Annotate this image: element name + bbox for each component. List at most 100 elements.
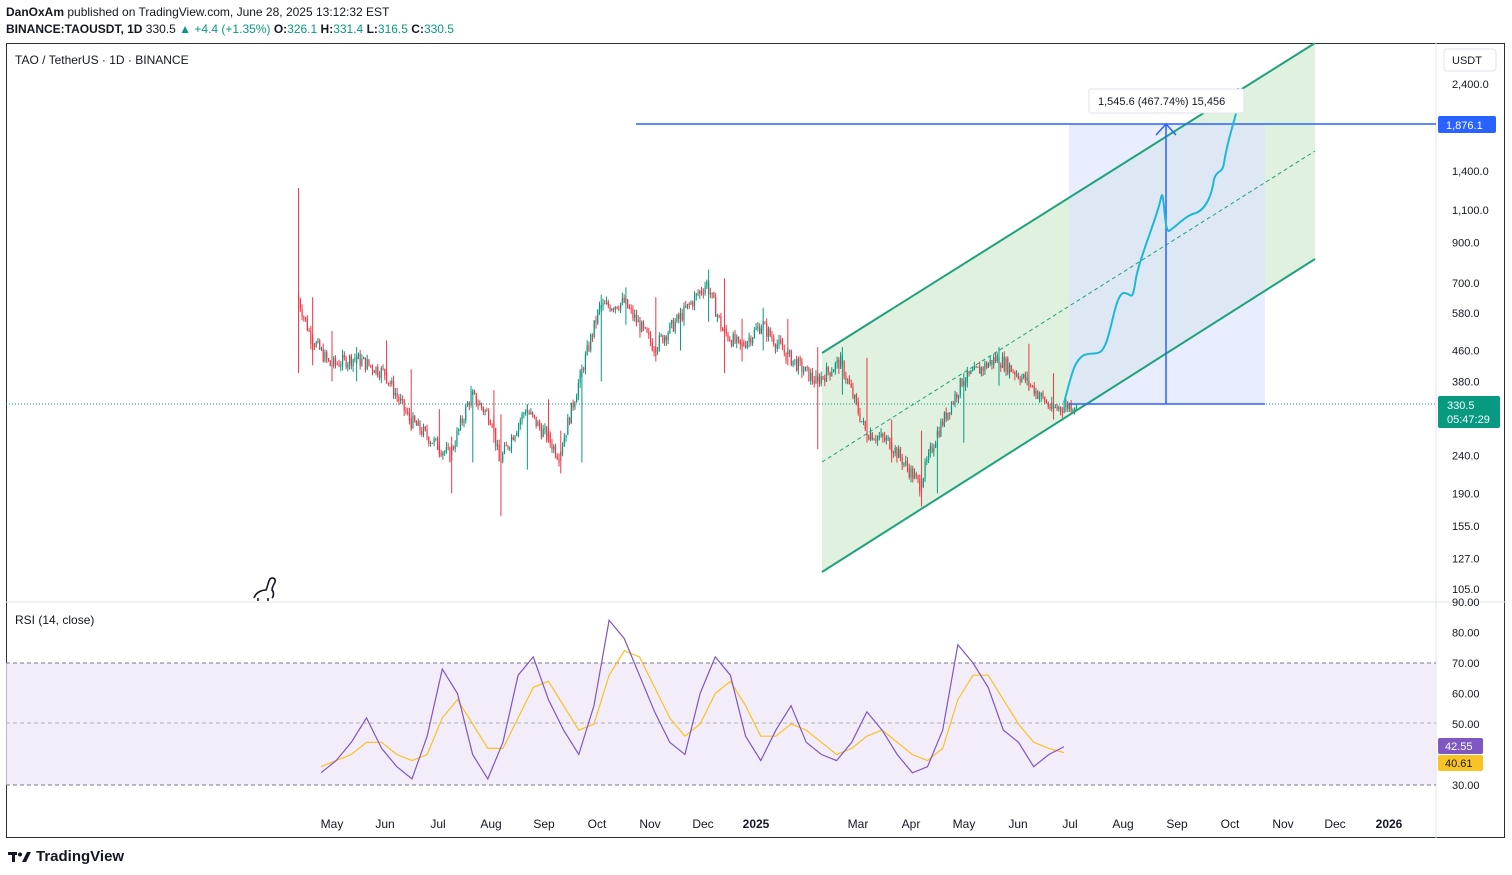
- candle-body: [1035, 391, 1037, 395]
- candle-body: [632, 308, 634, 318]
- price-chart[interactable]: TAO / TetherUS · 1D · BINANCE RSI (14, c…: [6, 43, 1505, 838]
- candle-body: [1015, 374, 1018, 376]
- projection-path[interactable]: [1063, 87, 1239, 404]
- candle-body: [869, 432, 872, 440]
- time-tick-label: Oct: [588, 817, 607, 831]
- candle-body: [458, 428, 460, 432]
- rsi-line[interactable]: [320, 618, 1065, 781]
- candle-body: [466, 403, 469, 407]
- up-triangle-icon: ▲: [179, 22, 192, 36]
- candle-body: [398, 396, 400, 401]
- candle-body: [1031, 385, 1034, 387]
- candle-body: [672, 320, 675, 332]
- candle-body: [444, 451, 446, 453]
- price-tick-label: 127.0: [1452, 553, 1480, 565]
- candle-body: [1000, 364, 1002, 368]
- candle-body: [996, 354, 998, 362]
- candle-body: [496, 444, 499, 446]
- candle-body: [781, 343, 784, 350]
- candle-body: [808, 367, 810, 381]
- candle-body: [417, 421, 419, 426]
- price-tick-label: 1,100.0: [1452, 205, 1489, 217]
- measure-label-box: [1088, 88, 1245, 114]
- candle-body: [539, 421, 541, 428]
- candle-body: [611, 308, 613, 311]
- channel-mid-line[interactable]: [821, 150, 1316, 463]
- candle-body: [943, 412, 946, 426]
- candle-body: [320, 348, 323, 350]
- candle-body: [732, 334, 734, 346]
- candle-body: [1040, 393, 1042, 397]
- time-tick-label: 2025: [743, 817, 770, 831]
- time-scale[interactable]: May Jun Jul Aug Sep Oct Nov Dec 2025 Mar Apr May Jun…: [321, 817, 1403, 831]
- candle-body: [475, 393, 477, 405]
- candle-body: [848, 379, 851, 384]
- candle-body: [986, 363, 988, 368]
- candle-body: [389, 382, 391, 384]
- candle-body: [906, 461, 909, 468]
- candle-body: [521, 413, 523, 421]
- channel-lower-line[interactable]: [821, 258, 1316, 573]
- rsi-ma-line[interactable]: [320, 650, 1065, 768]
- candle-body: [465, 406, 467, 421]
- candle-body: [811, 372, 814, 381]
- candle-body: [736, 336, 738, 343]
- candle-body: [593, 320, 595, 337]
- candle-body: [322, 348, 324, 362]
- rsi-tick-label: 30.00: [1452, 780, 1480, 792]
- candle-body: [315, 342, 317, 347]
- candle-body: [977, 366, 979, 368]
- candle-body: [854, 395, 856, 398]
- candle-body: [1061, 410, 1063, 413]
- high-value: 331.4: [333, 22, 364, 36]
- publish-info: published on TradingView.com, June 28, 2…: [64, 5, 390, 19]
- candle-body: [635, 314, 638, 323]
- publish-line: DanOxAm published on TradingView.com, Ju…: [6, 5, 389, 19]
- candle-body: [345, 357, 347, 368]
- candle-body: [915, 473, 917, 476]
- candle-body: [509, 447, 511, 449]
- candle-body: [868, 436, 870, 440]
- candle-body: [588, 345, 590, 351]
- candle-body: [605, 302, 608, 304]
- candle-body: [505, 445, 507, 447]
- candle-body: [959, 378, 961, 395]
- candle-body: [961, 378, 963, 387]
- rsi-scale[interactable]: 90.00 80.00 70.00 60.00 50.00 30.00: [1452, 597, 1480, 792]
- candle-body: [553, 446, 555, 450]
- publisher-name[interactable]: DanOxAm: [6, 5, 65, 19]
- candle-body: [656, 348, 659, 353]
- candle-body: [980, 367, 982, 374]
- time-tick-label: 2026: [1376, 817, 1403, 831]
- candle-body: [709, 293, 711, 295]
- price-scale[interactable]: 2,400.0 1,400.0 1,100.0 900.0 700.0 580.0 460.…: [1452, 79, 1489, 596]
- candle-body: [913, 473, 916, 479]
- candle-body: [905, 461, 907, 463]
- candle-body: [503, 445, 506, 454]
- currency-button[interactable]: [1443, 48, 1497, 72]
- time-tick-label: Dec: [1324, 817, 1345, 831]
- candle-body: [317, 340, 319, 343]
- candle-body: [1026, 376, 1028, 381]
- candle-body: [554, 446, 557, 457]
- candle-body: [683, 305, 685, 321]
- rsi-band: [6, 663, 1436, 785]
- candle-body: [470, 391, 472, 406]
- candle-body: [910, 468, 912, 478]
- price-tick-label: 105.0: [1452, 584, 1480, 596]
- candle-body: [590, 335, 592, 351]
- candle-body: [838, 359, 840, 369]
- candles-group[interactable]: [297, 187, 1077, 517]
- candle-body: [449, 447, 451, 462]
- candle-body: [537, 421, 539, 427]
- candle-body: [648, 332, 650, 335]
- candle-body: [713, 292, 715, 298]
- tradingview-logo[interactable]: TradingView: [8, 848, 124, 865]
- candle-body: [743, 342, 745, 346]
- candle-body: [994, 357, 997, 362]
- candle-body: [968, 370, 970, 374]
- candle-body: [445, 447, 447, 452]
- candle-body: [435, 438, 437, 440]
- candle-body: [378, 375, 381, 378]
- candle-body: [744, 345, 747, 348]
